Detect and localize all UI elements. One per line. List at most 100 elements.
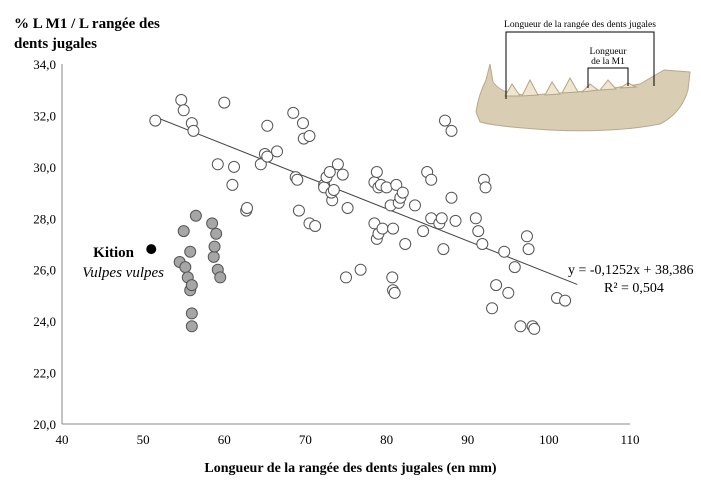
open-data-point — [472, 225, 485, 238]
open-data-point — [438, 114, 451, 127]
y-tick-label: 20,0 — [33, 417, 56, 432]
open-data-point — [177, 104, 190, 117]
open-data-point — [370, 166, 383, 178]
x-axis-title: Longueur de la rangée des dents jugales … — [204, 461, 497, 476]
open-data-point — [323, 166, 336, 178]
open-data-point — [399, 238, 412, 250]
jaw-teeth — [504, 76, 638, 97]
open-data-point — [522, 243, 535, 256]
x-tick-label: 40 — [56, 432, 69, 447]
y-tick-labels: 20,0 22,0 24,0 26,0 28,0 30,0 32,0 34,0 — [33, 57, 56, 432]
open-data-point — [476, 238, 489, 250]
open-data-point — [211, 158, 224, 171]
vulpes-data-point — [214, 271, 227, 284]
open-data-point — [425, 173, 438, 186]
m1-length-bracket — [587, 67, 629, 88]
vulpes-data-point — [206, 217, 219, 230]
open-data-point — [228, 160, 241, 173]
open-data-point — [502, 286, 515, 299]
series-kition-point — [146, 244, 157, 255]
inset-m1-label-2: de la M1 — [591, 57, 625, 67]
open-data-point — [175, 94, 188, 106]
open-data-point — [486, 302, 499, 315]
y-tick-label: 30,0 — [33, 160, 56, 175]
open-data-point — [559, 294, 572, 307]
open-data-point — [479, 181, 492, 194]
vulpes-data-point — [207, 250, 220, 263]
open-data-point — [387, 222, 400, 235]
jaw-inset: Longueur de la rangée des dents jugales … — [470, 12, 696, 136]
kition-label: Kition — [93, 245, 134, 261]
open-data-point — [388, 286, 401, 299]
open-data-point — [187, 124, 200, 137]
inset-row-label: Longueur de la rangée des dents jugales — [504, 20, 656, 30]
series-open-points — [149, 94, 572, 335]
open-data-point — [376, 222, 389, 235]
vulpes-data-point — [185, 307, 198, 320]
axes: 20,0 22,0 24,0 26,0 28,0 30,0 32,0 34,0 40 50 60 7… — [33, 57, 639, 447]
open-data-point — [469, 212, 482, 225]
x-tick-label: 50 — [137, 432, 150, 447]
x-tick-label: 80 — [380, 432, 393, 447]
open-data-point — [296, 117, 309, 130]
open-data-point — [437, 243, 450, 256]
vulpes-data-point — [185, 279, 198, 292]
vulpes-data-point — [184, 245, 197, 258]
y-tick-label: 22,0 — [33, 366, 56, 381]
open-data-point — [254, 158, 267, 171]
open-data-point — [336, 168, 349, 181]
y-tick-label: 28,0 — [33, 211, 56, 226]
vulpes-data-point — [189, 209, 202, 222]
open-data-point — [498, 245, 511, 258]
open-data-point — [309, 220, 322, 232]
open-data-point — [354, 263, 367, 276]
inset-m1-label-1: Longueur — [590, 47, 628, 57]
open-data-point — [271, 145, 284, 158]
y-tick-label: 26,0 — [33, 263, 56, 278]
open-data-point — [292, 204, 305, 217]
open-data-point — [508, 261, 521, 274]
regression-equation: y = -0,1252x + 38,386 — [568, 263, 693, 278]
open-data-point — [514, 320, 527, 333]
x-tick-label: 70 — [299, 432, 312, 447]
series-vulpes-points — [173, 209, 227, 333]
open-data-point — [445, 124, 458, 137]
y-axis-title: % L M1 / L rangée des dents jugales — [14, 16, 160, 52]
x-tick-label: 60 — [218, 432, 231, 447]
open-data-point — [340, 271, 352, 284]
open-data-point — [417, 225, 430, 238]
vulpes-data-point — [185, 320, 198, 333]
y-tick-label: 32,0 — [33, 108, 56, 123]
x-tick-label: 110 — [620, 432, 639, 447]
r-squared: R² = 0,504 — [604, 281, 664, 296]
open-data-point — [386, 271, 399, 284]
open-data-point — [303, 130, 316, 142]
open-data-point — [380, 181, 393, 194]
open-data-point — [445, 191, 458, 204]
open-data-point — [291, 173, 304, 186]
x-tick-label: 90 — [461, 432, 474, 447]
species-label: Vulpes vulpes — [82, 265, 164, 281]
open-data-point — [341, 202, 354, 214]
kition-data-point — [146, 244, 157, 255]
open-data-point — [520, 230, 533, 243]
x-tick-label: 100 — [539, 432, 559, 447]
open-data-point — [449, 214, 462, 227]
open-data-point — [408, 199, 421, 212]
open-data-point — [390, 178, 403, 191]
y-tick-label: 34,0 — [33, 57, 56, 72]
open-data-point — [261, 119, 274, 132]
open-data-point — [331, 158, 344, 171]
open-data-point — [241, 202, 254, 214]
vulpes-data-point — [177, 225, 190, 238]
open-data-point — [490, 279, 503, 292]
row-length-bracket — [505, 31, 655, 99]
vulpes-data-point — [208, 240, 221, 253]
y-tick-label: 24,0 — [33, 314, 56, 329]
vulpes-data-point — [179, 261, 192, 274]
open-data-point — [287, 106, 300, 119]
open-data-point — [226, 178, 239, 191]
open-data-point — [435, 212, 448, 225]
open-data-point — [261, 150, 274, 163]
